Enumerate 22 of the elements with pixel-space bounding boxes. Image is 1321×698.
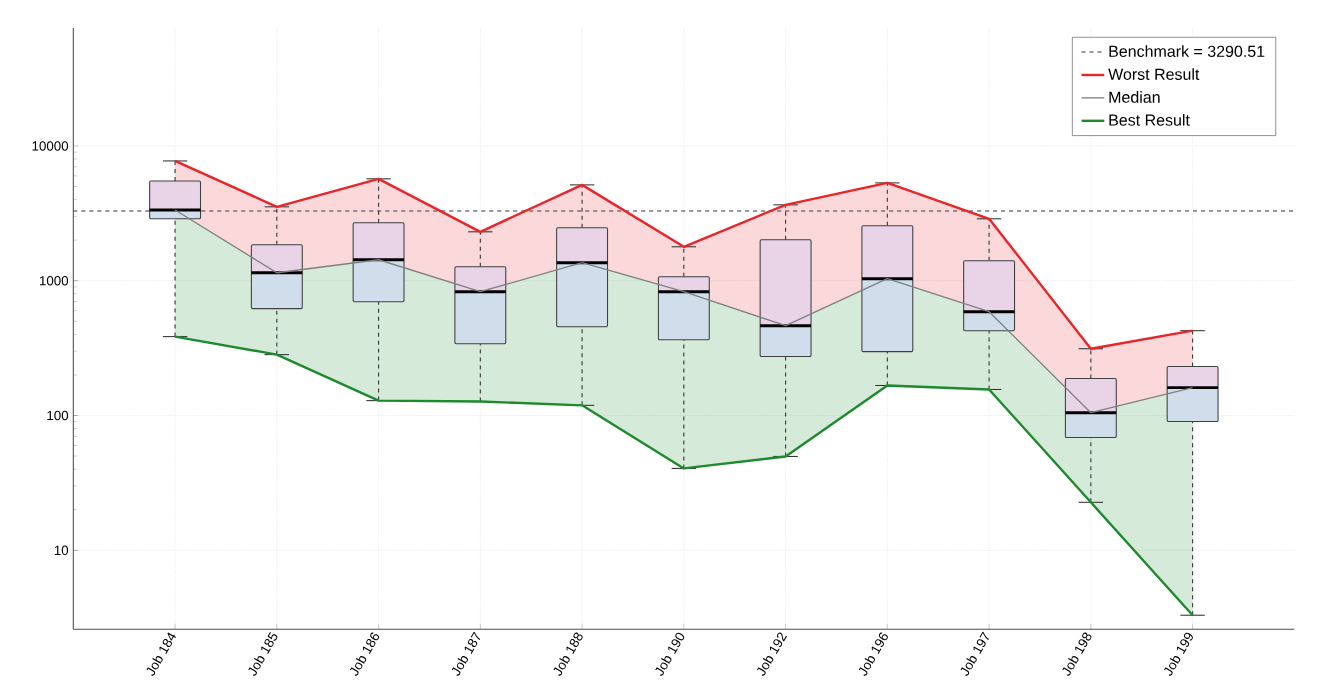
- x-tick-label: Job 198: [1062, 632, 1092, 676]
- line-series: [173, 335, 1194, 617]
- line-series: [174, 209, 1194, 414]
- legend-label: Benchmark = 3290.51: [1109, 45, 1265, 57]
- x-tick-label: Job 190: [655, 632, 685, 676]
- line-series: [173, 159, 1194, 350]
- y-tick-label: 1000: [39, 275, 69, 286]
- x-tick-label: Job 196: [858, 632, 888, 676]
- legend-label: Median: [1109, 90, 1160, 103]
- legend-label: Worst Result: [1108, 67, 1200, 80]
- legend-label: Best Result: [1109, 113, 1190, 126]
- x-tick-label: Job 199: [1164, 632, 1193, 676]
- x-tick-label: Job 185: [248, 631, 278, 676]
- x-tick-label: Job 186: [350, 632, 380, 676]
- x-tick-label: Job 184: [146, 632, 176, 676]
- x-tick-label: Job 197: [960, 631, 989, 676]
- x-tick-label: Job 188: [553, 632, 583, 676]
- x-tick-label: Job 187: [451, 631, 481, 676]
- y-tick-label: 100: [47, 410, 69, 420]
- y-tick-label: 10000: [32, 140, 69, 151]
- y-tick-label: 10: [54, 545, 69, 555]
- x-tick-label: Job 192: [757, 632, 788, 676]
